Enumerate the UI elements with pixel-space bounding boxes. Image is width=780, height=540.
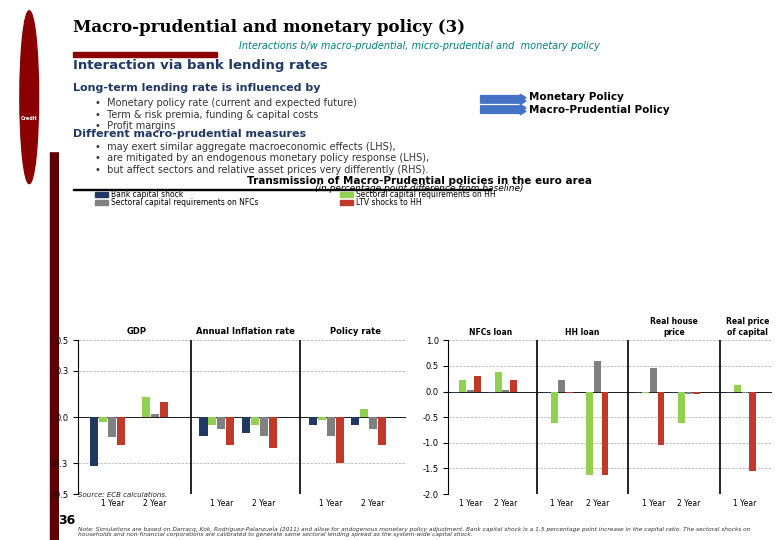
Bar (260, 417, 268, 436)
Text: Note: Simulations are based on Darracq, Kok, Rodriguez-Palanzuela (2011) and all: Note: Simulations are based on Darracq, … (78, 526, 750, 537)
Bar (309, 417, 317, 425)
Text: Real house
price: Real house price (650, 318, 698, 337)
Text: Monetary Policy: Monetary Policy (529, 92, 624, 102)
Bar (142, 397, 150, 417)
Text: Long-term lending rate is influenced by: Long-term lending rate is influenced by (73, 83, 321, 93)
Text: •  may exert similar aggregate macroeconomic effects (LHS),: • may exert similar aggregate macroecono… (94, 142, 395, 152)
Bar (650, 368, 657, 392)
Bar (495, 372, 502, 391)
Bar (369, 417, 377, 429)
Bar (108, 417, 116, 437)
Bar (678, 392, 685, 423)
Bar (558, 380, 566, 392)
Bar (50, 0, 58, 540)
Bar (335, 417, 344, 463)
Text: Source: ECB calculations.: Source: ECB calculations. (78, 492, 167, 498)
Bar (208, 417, 217, 425)
Bar (452, 392, 459, 393)
Bar (226, 417, 235, 445)
Text: 36: 36 (58, 514, 76, 526)
Bar (200, 417, 207, 436)
Bar (73, 189, 491, 190)
Bar (0, 0, 58, 151)
Text: Bank capital shock: Bank capital shock (112, 190, 183, 199)
Bar (94, 200, 108, 205)
Bar (99, 417, 108, 422)
Text: Macro-prudential and monetary policy (3): Macro-prudential and monetary policy (3) (73, 19, 465, 36)
Bar (218, 417, 225, 429)
Bar (587, 392, 594, 475)
Text: HH loan: HH loan (566, 328, 600, 337)
Bar (351, 417, 359, 425)
Bar (594, 361, 601, 392)
Bar (117, 417, 126, 445)
Bar (474, 376, 481, 392)
Text: Sectoral capital requirements on HH: Sectoral capital requirements on HH (356, 190, 496, 199)
Text: LTV shocks to HH: LTV shocks to HH (356, 198, 422, 207)
Text: •  but affect sectors and relative asset prices very differently (RHS).: • but affect sectors and relative asset … (94, 165, 428, 175)
Bar (73, 52, 217, 57)
Bar (686, 392, 693, 394)
Bar (643, 392, 649, 393)
Text: Different macro-prudential measures: Different macro-prudential measures (73, 129, 306, 139)
Text: Annual Inflation rate: Annual Inflation rate (197, 327, 296, 336)
Bar (467, 390, 473, 391)
Bar (635, 392, 642, 393)
Text: •  Profit margins: • Profit margins (94, 121, 175, 131)
Bar (734, 386, 741, 392)
Text: Interaction via bank lending rates: Interaction via bank lending rates (73, 59, 328, 72)
Bar (317, 417, 326, 420)
FancyArrow shape (480, 105, 526, 111)
Bar (160, 402, 168, 417)
Text: Real price
of capital: Real price of capital (726, 318, 769, 337)
Text: GDP: GDP (126, 327, 147, 336)
Bar (551, 392, 558, 423)
Text: Transmission of Macro-Prudential policies in the euro area: Transmission of Macro-Prudential policie… (246, 176, 592, 186)
Text: Uni: Uni (24, 62, 34, 68)
Text: Sectoral capital requirements on NFCs: Sectoral capital requirements on NFCs (112, 198, 259, 207)
Text: (in percentage point difference from baseline): (in percentage point difference from bas… (315, 184, 523, 193)
Bar (340, 200, 353, 205)
Bar (510, 380, 517, 392)
FancyArrow shape (480, 108, 526, 114)
Text: UniCredit: UniCredit (25, 185, 34, 226)
Bar (90, 417, 98, 467)
Text: Policy rate: Policy rate (330, 327, 381, 336)
Bar (360, 409, 368, 417)
Bar (242, 417, 250, 433)
Text: •  are mitigated by an endogenous monetary policy response (LHS),: • are mitigated by an endogenous monetar… (94, 153, 429, 164)
Bar (601, 392, 608, 475)
Text: Macro-Prudential Policy: Macro-Prudential Policy (529, 105, 669, 114)
Bar (658, 392, 665, 446)
FancyArrow shape (480, 98, 526, 105)
Bar (251, 417, 259, 425)
Text: Credit: Credit (21, 116, 37, 122)
Bar (269, 417, 277, 448)
Text: •  Monetary policy rate (current and expected future): • Monetary policy rate (current and expe… (94, 98, 356, 109)
Bar (340, 192, 353, 197)
Bar (327, 417, 335, 436)
Text: Interactions b/w macro-prudential, micro-prudential and  monetary policy: Interactions b/w macro-prudential, micro… (239, 41, 600, 51)
Bar (544, 392, 550, 393)
Text: •  Term & risk premia, funding & capital costs: • Term & risk premia, funding & capital … (94, 110, 317, 120)
Circle shape (20, 11, 39, 184)
Text: NFCs loan: NFCs loan (470, 328, 512, 337)
Bar (726, 392, 733, 393)
Bar (693, 392, 700, 394)
Bar (459, 380, 466, 392)
Bar (94, 192, 108, 197)
Bar (488, 392, 495, 393)
Bar (502, 390, 509, 391)
Bar (378, 417, 386, 445)
Bar (566, 392, 573, 393)
Bar (749, 392, 756, 471)
Bar (742, 392, 748, 393)
FancyArrow shape (480, 94, 526, 102)
Bar (671, 392, 677, 393)
Circle shape (16, 0, 42, 216)
Bar (151, 414, 158, 417)
